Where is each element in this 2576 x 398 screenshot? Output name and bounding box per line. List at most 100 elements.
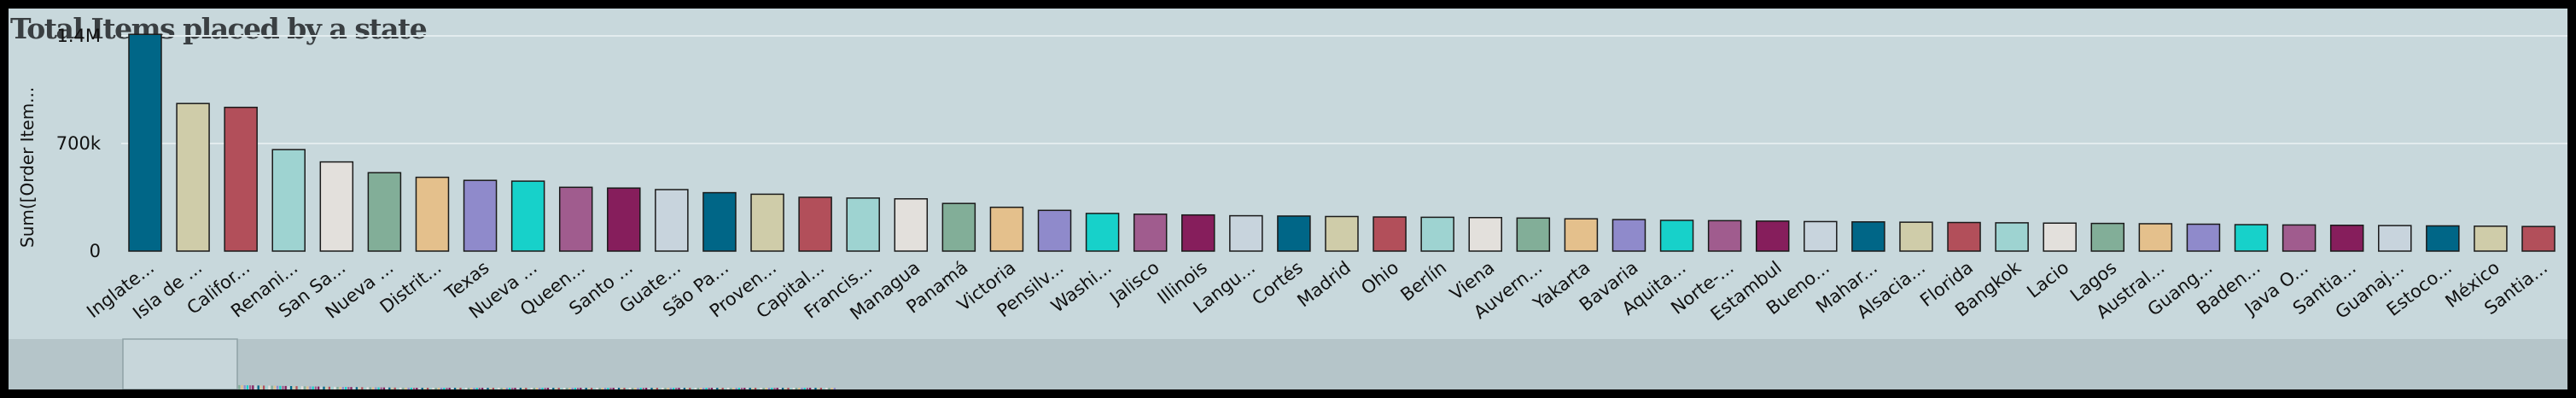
overview-bar (694, 388, 696, 389)
bar[interactable] (2186, 223, 2221, 252)
bar[interactable] (1611, 219, 1646, 252)
overview-bar (612, 388, 615, 389)
bar[interactable] (1947, 221, 1981, 252)
overview-bar (746, 388, 749, 389)
bar[interactable] (1229, 214, 1263, 252)
bar[interactable] (319, 161, 354, 252)
bar[interactable] (702, 191, 737, 252)
bar[interactable] (2138, 223, 2173, 252)
bar[interactable] (655, 189, 689, 252)
bar[interactable] (1755, 220, 1790, 252)
overview-bar (615, 388, 617, 389)
bar[interactable] (510, 180, 545, 252)
bar[interactable] (1707, 219, 1742, 252)
bar[interactable] (463, 179, 498, 252)
x-axis-ticks: Inglate...Isla de ...Califor...Renani...… (83, 257, 2551, 325)
bar[interactable] (1373, 216, 1407, 252)
bar[interactable] (2043, 222, 2077, 252)
bar[interactable] (2329, 225, 2364, 252)
bar[interactable] (1851, 221, 1885, 252)
bar[interactable] (2282, 224, 2317, 252)
bar[interactable] (1899, 221, 1933, 252)
bar[interactable] (1277, 215, 1311, 252)
bar[interactable] (1133, 214, 1168, 252)
overview-bar (626, 388, 628, 389)
overview-bar (566, 388, 568, 389)
bar[interactable] (1181, 214, 1215, 252)
bar[interactable] (176, 102, 210, 252)
overview-bar (265, 385, 268, 389)
y-axis-label: Sum([Order Item... (17, 87, 38, 248)
overview-bar (293, 386, 295, 389)
y-tick-label: 1.4M (56, 26, 101, 46)
x-tick-label: Ohio (1357, 257, 1402, 299)
overview-bar (413, 387, 416, 389)
overview-bar (580, 388, 582, 389)
scrollbar-thumb[interactable] (122, 338, 238, 389)
overview-bar (689, 388, 691, 389)
bar[interactable] (941, 202, 976, 252)
overview-bar (768, 388, 771, 389)
overview-bar (350, 387, 353, 389)
bar[interactable] (1804, 220, 1838, 252)
overview-bar (727, 388, 730, 389)
bar[interactable] (558, 186, 593, 252)
bar[interactable] (2521, 225, 2556, 252)
bar[interactable] (846, 197, 880, 252)
bar[interactable] (2474, 225, 2508, 252)
overview-bar (609, 388, 612, 389)
overview-bar (334, 386, 336, 389)
bar[interactable] (1037, 209, 1072, 252)
overview-bar (732, 388, 735, 389)
overview-bar (304, 386, 306, 389)
bar[interactable] (1420, 216, 1454, 252)
overview-bar (607, 388, 609, 389)
bar[interactable] (1659, 219, 1694, 252)
bar[interactable] (989, 206, 1024, 252)
bar[interactable] (2234, 224, 2269, 252)
overview-bar (457, 388, 459, 389)
overview-bar (819, 388, 822, 389)
bar[interactable] (224, 106, 258, 252)
overview-bar (823, 388, 825, 389)
bar[interactable] (415, 176, 450, 252)
bar[interactable] (128, 33, 162, 252)
overview-bar (325, 386, 328, 389)
bar[interactable] (271, 149, 306, 252)
bar[interactable] (1085, 213, 1120, 252)
scrollbar-track[interactable] (9, 339, 2567, 389)
bar[interactable] (750, 193, 784, 252)
bar[interactable] (1516, 217, 1551, 252)
overview-bar (645, 388, 648, 389)
overview-bar (298, 386, 300, 389)
horizontal-scrollbar[interactable] (9, 338, 2567, 389)
overview-bar (391, 387, 393, 389)
overview-bar (273, 385, 276, 389)
bar[interactable] (607, 187, 641, 252)
bar[interactable] (2426, 225, 2460, 252)
overview-bar (484, 388, 487, 389)
bar[interactable] (1468, 217, 1502, 252)
overview-bar (530, 388, 533, 389)
bar[interactable] (367, 172, 402, 252)
overview-bar (393, 387, 396, 389)
overview-bar (341, 387, 344, 389)
bar[interactable] (798, 196, 832, 252)
overview-bar (782, 388, 784, 389)
overview-bar (696, 388, 699, 389)
bar[interactable] (1564, 218, 1599, 252)
y-tick-label: 0 (90, 241, 101, 261)
bar[interactable] (894, 198, 929, 252)
overview-bar (505, 388, 508, 389)
overview-bar (290, 386, 293, 389)
bar[interactable] (1325, 215, 1359, 252)
overview-bar (809, 388, 812, 389)
bar[interactable] (1995, 222, 2029, 252)
overview-bar (708, 388, 710, 389)
bar[interactable] (2378, 225, 2412, 252)
overview-bar (345, 387, 347, 389)
bar[interactable] (2090, 222, 2125, 252)
overview-bar (555, 388, 557, 389)
x-tick-label: Berlín (1396, 257, 1450, 305)
